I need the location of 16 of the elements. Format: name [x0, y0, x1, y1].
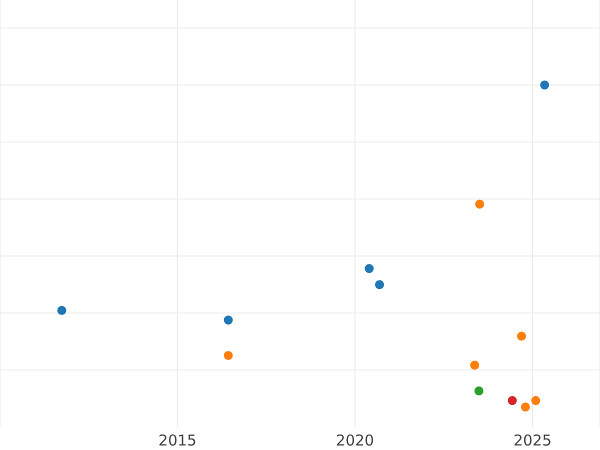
point	[517, 332, 526, 341]
point	[375, 280, 384, 290]
x-tick-label: 2020	[336, 432, 374, 450]
x-tick-label: 2015	[158, 432, 197, 450]
point	[475, 200, 484, 209]
point	[520, 402, 530, 412]
x-tick-label: 2025	[513, 432, 552, 450]
point	[224, 316, 233, 325]
point	[364, 264, 374, 274]
point	[470, 360, 480, 370]
point	[474, 386, 484, 396]
point	[224, 350, 233, 360]
point	[57, 306, 66, 315]
point	[540, 80, 550, 90]
point	[531, 396, 540, 406]
point	[508, 396, 517, 406]
